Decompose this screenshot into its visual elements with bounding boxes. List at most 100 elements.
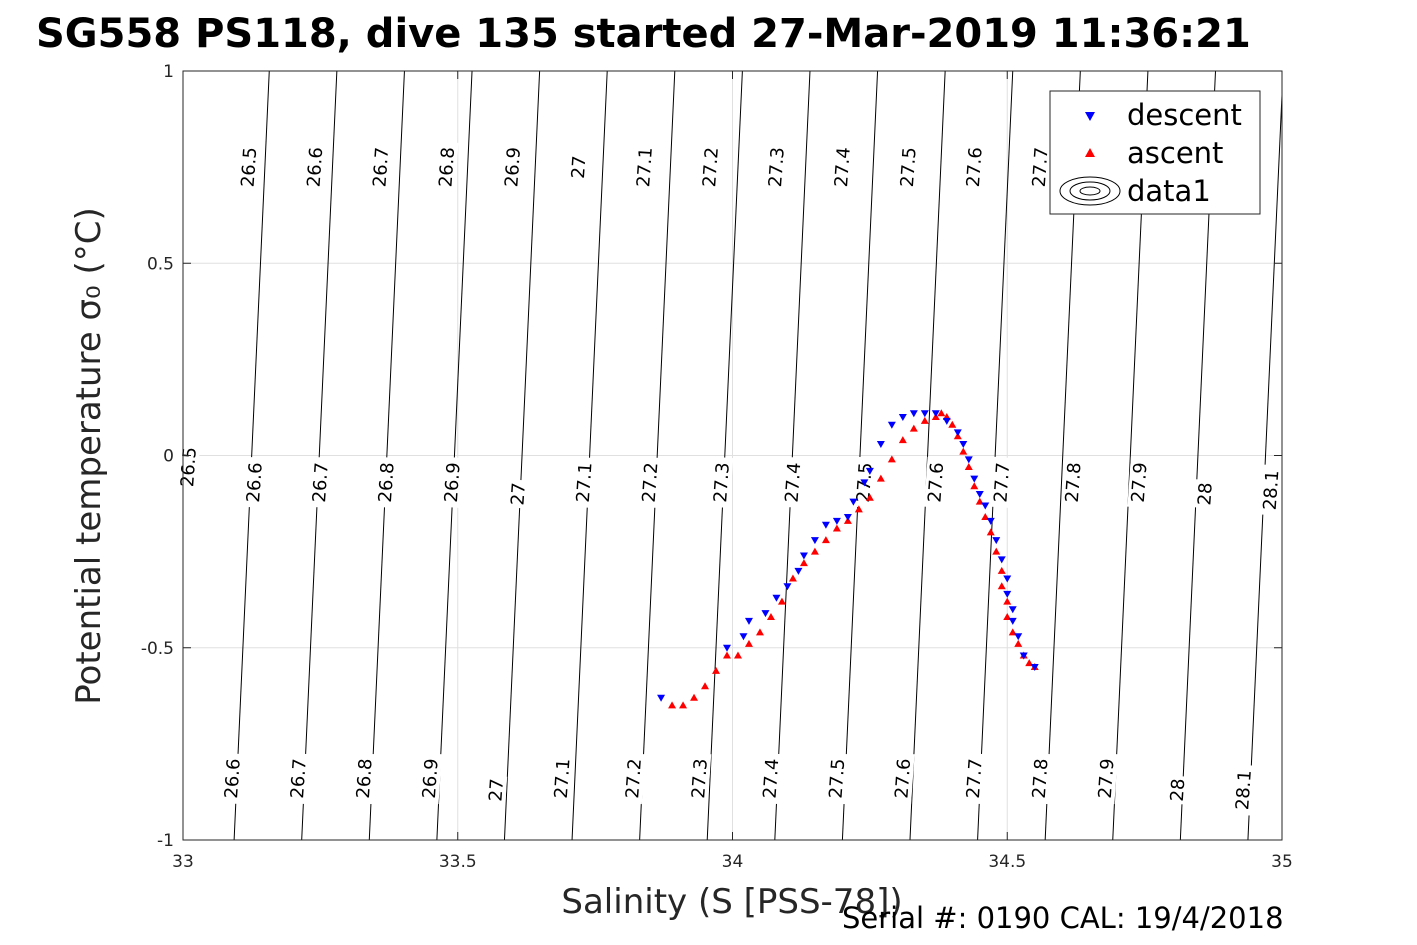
contour-line <box>977 71 1014 840</box>
contour-label-text: 26.7 <box>369 146 393 187</box>
contour-label-mask <box>1259 464 1283 516</box>
contour-label: 27.9 <box>1094 752 1119 805</box>
contour-label-text: 27.2 <box>699 146 723 187</box>
x-tick-label: 33.5 <box>439 852 477 872</box>
contour-label-text: 27.5 <box>897 146 921 187</box>
y-tick-label: 0 <box>163 447 174 467</box>
contour-label-text: 27.4 <box>831 146 855 187</box>
contour-label-text: 26.7 <box>309 462 333 503</box>
descent-point <box>810 537 819 545</box>
contour-label: 27.2 <box>621 752 646 805</box>
contour-label-mask <box>1061 456 1085 509</box>
descent-point <box>876 440 885 448</box>
contour-label-text: 28 <box>1167 778 1190 802</box>
contour-line <box>436 71 473 840</box>
descent-point <box>1008 606 1017 614</box>
contour-label-mask <box>781 456 805 509</box>
descent-point <box>964 456 973 464</box>
descent-point <box>959 440 968 448</box>
contour-label-mask <box>764 141 789 193</box>
contour-label-mask <box>500 141 525 193</box>
contour-label-mask <box>369 141 393 193</box>
ascent-point <box>898 436 907 444</box>
contour-label: 27.6 <box>891 752 915 805</box>
descent-point <box>942 417 951 425</box>
contour-label-text: 27.3 <box>765 146 789 187</box>
descent-point <box>887 421 896 429</box>
descent-point <box>981 502 990 510</box>
contour-label-text: 26.8 <box>353 758 377 799</box>
ascent-point <box>876 474 885 482</box>
contour-label-mask <box>825 752 849 805</box>
ascent-point <box>887 455 896 463</box>
ascent-point <box>701 682 710 690</box>
contour-label-text: 27.9 <box>1095 758 1119 799</box>
ascent-point <box>755 628 764 636</box>
contour-label-mask <box>418 752 442 805</box>
contour-label-text: 27.2 <box>639 462 663 503</box>
contour-label: 26.6 <box>242 456 267 509</box>
ascent-point <box>937 409 946 417</box>
y-tick-label: -0.5 <box>141 639 174 659</box>
descent-point <box>772 594 781 602</box>
contour-label-text: 27.5 <box>826 758 850 799</box>
contour-label-mask <box>374 456 399 509</box>
legend-ascent-label: ascent <box>1127 136 1223 170</box>
contour-line <box>639 71 676 840</box>
ascent-point <box>679 701 688 709</box>
legend-data1-label: data1 <box>1127 174 1211 208</box>
contour-label-mask <box>632 141 657 193</box>
contour-label-text: 27.1 <box>633 146 657 187</box>
contour-label: 28.1 <box>1259 464 1283 516</box>
contour-line <box>841 71 879 840</box>
descent-point <box>909 410 918 418</box>
ascent-point <box>799 559 808 567</box>
contour-label: 26.5 <box>237 141 261 193</box>
descent-point <box>970 475 979 483</box>
contour-label-mask <box>352 752 377 805</box>
ascent-point <box>712 666 721 674</box>
contour-label: 27.9 <box>1127 456 1152 509</box>
descent-point <box>860 479 869 487</box>
contour-label: 28 <box>1166 775 1190 805</box>
contour-label-text: 26.6 <box>304 146 328 187</box>
descent-point <box>975 490 984 498</box>
descent-point <box>1030 663 1039 671</box>
contour-label-mask <box>924 456 948 509</box>
legend-descent-marker <box>1085 112 1095 121</box>
contour-label-text: 27.6 <box>963 146 987 187</box>
contour-label: 28 <box>1194 479 1217 509</box>
contour-label: 27.6 <box>924 456 948 509</box>
contour-label: 27.5 <box>896 141 921 193</box>
ascent-point <box>821 536 830 544</box>
contour-label-text: 27 <box>507 482 530 506</box>
contour-label-text: 28 <box>1194 482 1217 506</box>
contour-label-text: 27.2 <box>622 758 646 799</box>
contour-label: 27.6 <box>962 141 987 193</box>
descent-point <box>1014 633 1023 641</box>
contour-label-mask <box>308 456 333 509</box>
contour-label-mask <box>572 456 596 509</box>
contour-label-text: 28.1 <box>1232 769 1256 810</box>
descent-point <box>783 583 792 591</box>
legend-ascent-marker <box>1085 148 1095 157</box>
contour-label-mask <box>891 752 915 805</box>
legend-contour-marker <box>1059 176 1121 206</box>
ascent-point <box>1014 639 1023 647</box>
contour-label: 26.6 <box>220 752 245 805</box>
contour-label: 26.7 <box>369 141 393 193</box>
x-tick-label: 35 <box>1271 852 1293 872</box>
contour-label-mask <box>896 141 921 193</box>
contour-label-text: 27.7 <box>1029 146 1053 187</box>
ascent-point <box>810 547 819 555</box>
contour-label: 27.2 <box>638 456 663 509</box>
ascent-point <box>733 651 742 659</box>
contour-label-mask <box>1028 141 1052 193</box>
contour-label-mask <box>687 752 712 805</box>
contour-label-text: 26.9 <box>501 146 525 187</box>
contour-label: 27.7 <box>990 456 1014 509</box>
contour-label-text: 27.1 <box>551 758 575 799</box>
x-axis-label: Salinity (S [PSS-78]) <box>561 882 902 922</box>
contour-label: 27.7 <box>1028 141 1053 193</box>
ascent-point <box>909 424 918 432</box>
